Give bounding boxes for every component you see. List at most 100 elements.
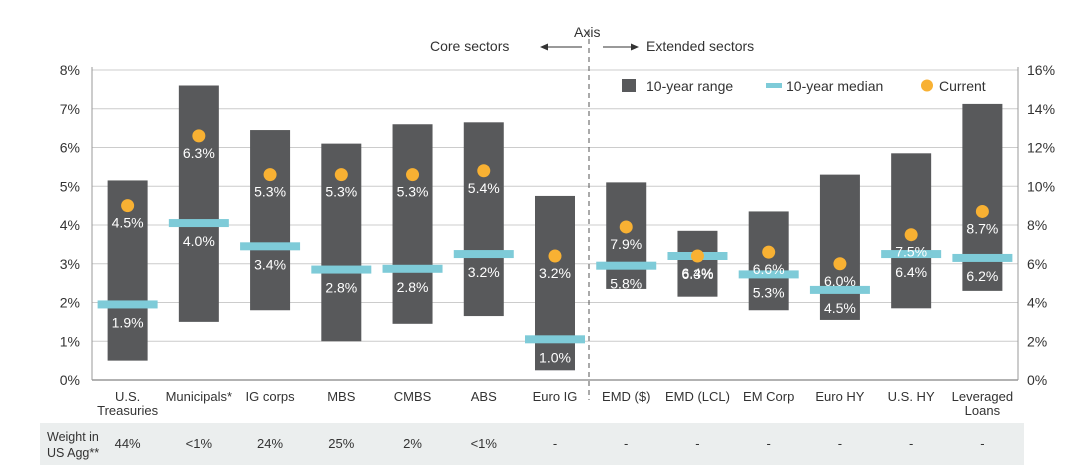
weight-row-title-line2: US Agg** [47,446,99,460]
current-marker [334,168,348,182]
median-label: 4.5% [824,300,856,316]
current-label: 6.4% [682,265,714,281]
median-label: 5.3% [753,284,785,300]
right-tick-label: 14% [1027,101,1055,117]
weight-value: - [767,436,771,451]
current-label: 4.5% [112,215,144,231]
current-marker [833,257,847,271]
category-group: 6.4%6.3% EMD (LCL) [665,230,730,404]
current-marker [121,199,135,213]
category-label: Euro IG [533,389,578,404]
category-group: 5.3% 3.4% IG corps [240,130,301,404]
median-label: 2.8% [397,279,429,295]
median-marker [809,285,870,294]
weight-value: <1% [471,436,498,451]
category-group: 5.3% 2.8% CMBS [382,124,443,404]
category-group: 6.6% 5.3% EM Corp [738,211,799,404]
weight-value: - [838,436,842,451]
weight-value: 25% [328,436,354,451]
current-label: 5.3% [325,184,357,200]
legend-median-label: 10-year median [786,78,883,94]
range-bar [250,130,291,311]
left-tick-label: 2% [60,295,80,311]
median-marker [311,265,372,274]
category-group: 6.0% 4.5% Euro HY [809,174,870,404]
current-marker [548,249,562,263]
category-label: Loans [965,403,1001,418]
category-label: EMD (LCL) [665,389,730,404]
right-axis: 0% 2% 4% 6% 8% 10% 12% 14% 16% [1017,62,1055,388]
range-bar [677,230,718,297]
current-label: 7.5% [895,244,927,260]
legend: 10-year range 10-year median Current [622,78,986,94]
median-label: 4.0% [183,233,215,249]
current-label: 7.9% [610,236,642,252]
left-tick-label: 5% [60,178,80,194]
left-tick-label: 1% [60,333,80,349]
right-tick-label: 0% [1027,372,1047,388]
left-tick-label: 0% [60,372,80,388]
category-group: 5.4% 3.2% ABS [453,122,514,404]
weight-value: - [980,436,984,451]
current-label: 6.3% [183,145,215,161]
right-tick-label: 6% [1027,256,1047,272]
extended-arrow-head [631,43,639,51]
category-group: 7.5% 6.4% U.S. HY [881,153,942,404]
range-bar [178,85,219,322]
legend-current-label: Current [939,78,986,94]
legend-range-label: 10-year range [646,78,733,94]
current-marker [690,249,704,263]
range-bars: 4.5% 1.9% U.S.Treasuries 6.3% 4.0% Municipals… [97,85,1013,418]
current-label: 6.6% [753,261,785,277]
median-label: 5.8% [610,276,642,292]
weight-row: Weight in US Agg** 44% <1% 24% 25% 2% <1% - - - -… [40,423,1024,465]
current-marker [619,220,633,234]
range-bar [748,211,789,311]
category-label: MBS [327,389,356,404]
median-marker [97,300,158,309]
current-marker [192,129,206,143]
median-marker [453,250,514,259]
median-marker [382,264,443,273]
weight-value: - [909,436,913,451]
category-label: Municipals* [166,389,232,404]
core-sectors-label: Core sectors [430,38,509,54]
current-marker [263,168,277,182]
median-label: 1.0% [539,349,571,365]
category-label: Treasuries [97,403,158,418]
left-tick-label: 6% [60,140,80,156]
right-tick-label: 4% [1027,295,1047,311]
right-tick-label: 8% [1027,217,1047,233]
range-bar [962,103,1003,291]
axis-label: Axis [574,24,600,40]
median-marker [168,219,229,228]
legend-median-swatch [766,83,782,88]
category-label: U.S. [115,389,140,404]
category-group: 7.9% 5.8% EMD ($) [596,182,657,404]
range-bar [819,174,860,320]
range-bar [463,122,504,317]
left-tick-label: 3% [60,256,80,272]
current-label: 5.4% [468,180,500,196]
category-group: 3.2% 1.0% Euro IG [525,195,585,404]
core-arrow-head [540,43,548,51]
right-tick-label: 12% [1027,140,1055,156]
weight-value: 2% [403,436,422,451]
sector-annotation: Core sectors Axis Extended sectors [430,24,754,54]
median-label: 6.3% [682,266,714,282]
current-marker [975,204,989,218]
category-label: EMD ($) [602,389,650,404]
category-label: U.S. HY [888,389,935,404]
current-label: 6.0% [824,273,856,289]
current-label: 5.3% [254,184,286,200]
extended-sectors-label: Extended sectors [646,38,754,54]
weight-value: 24% [257,436,283,451]
right-tick-label: 2% [1027,333,1047,349]
category-label: CMBS [394,389,432,404]
weight-value: - [695,436,699,451]
left-axis: 0% 1% 2% 3% 4% 5% 6% 7% 8% [60,62,93,388]
median-marker [525,335,585,344]
category-label: Leveraged [952,389,1013,404]
left-tick-label: 7% [60,101,80,117]
